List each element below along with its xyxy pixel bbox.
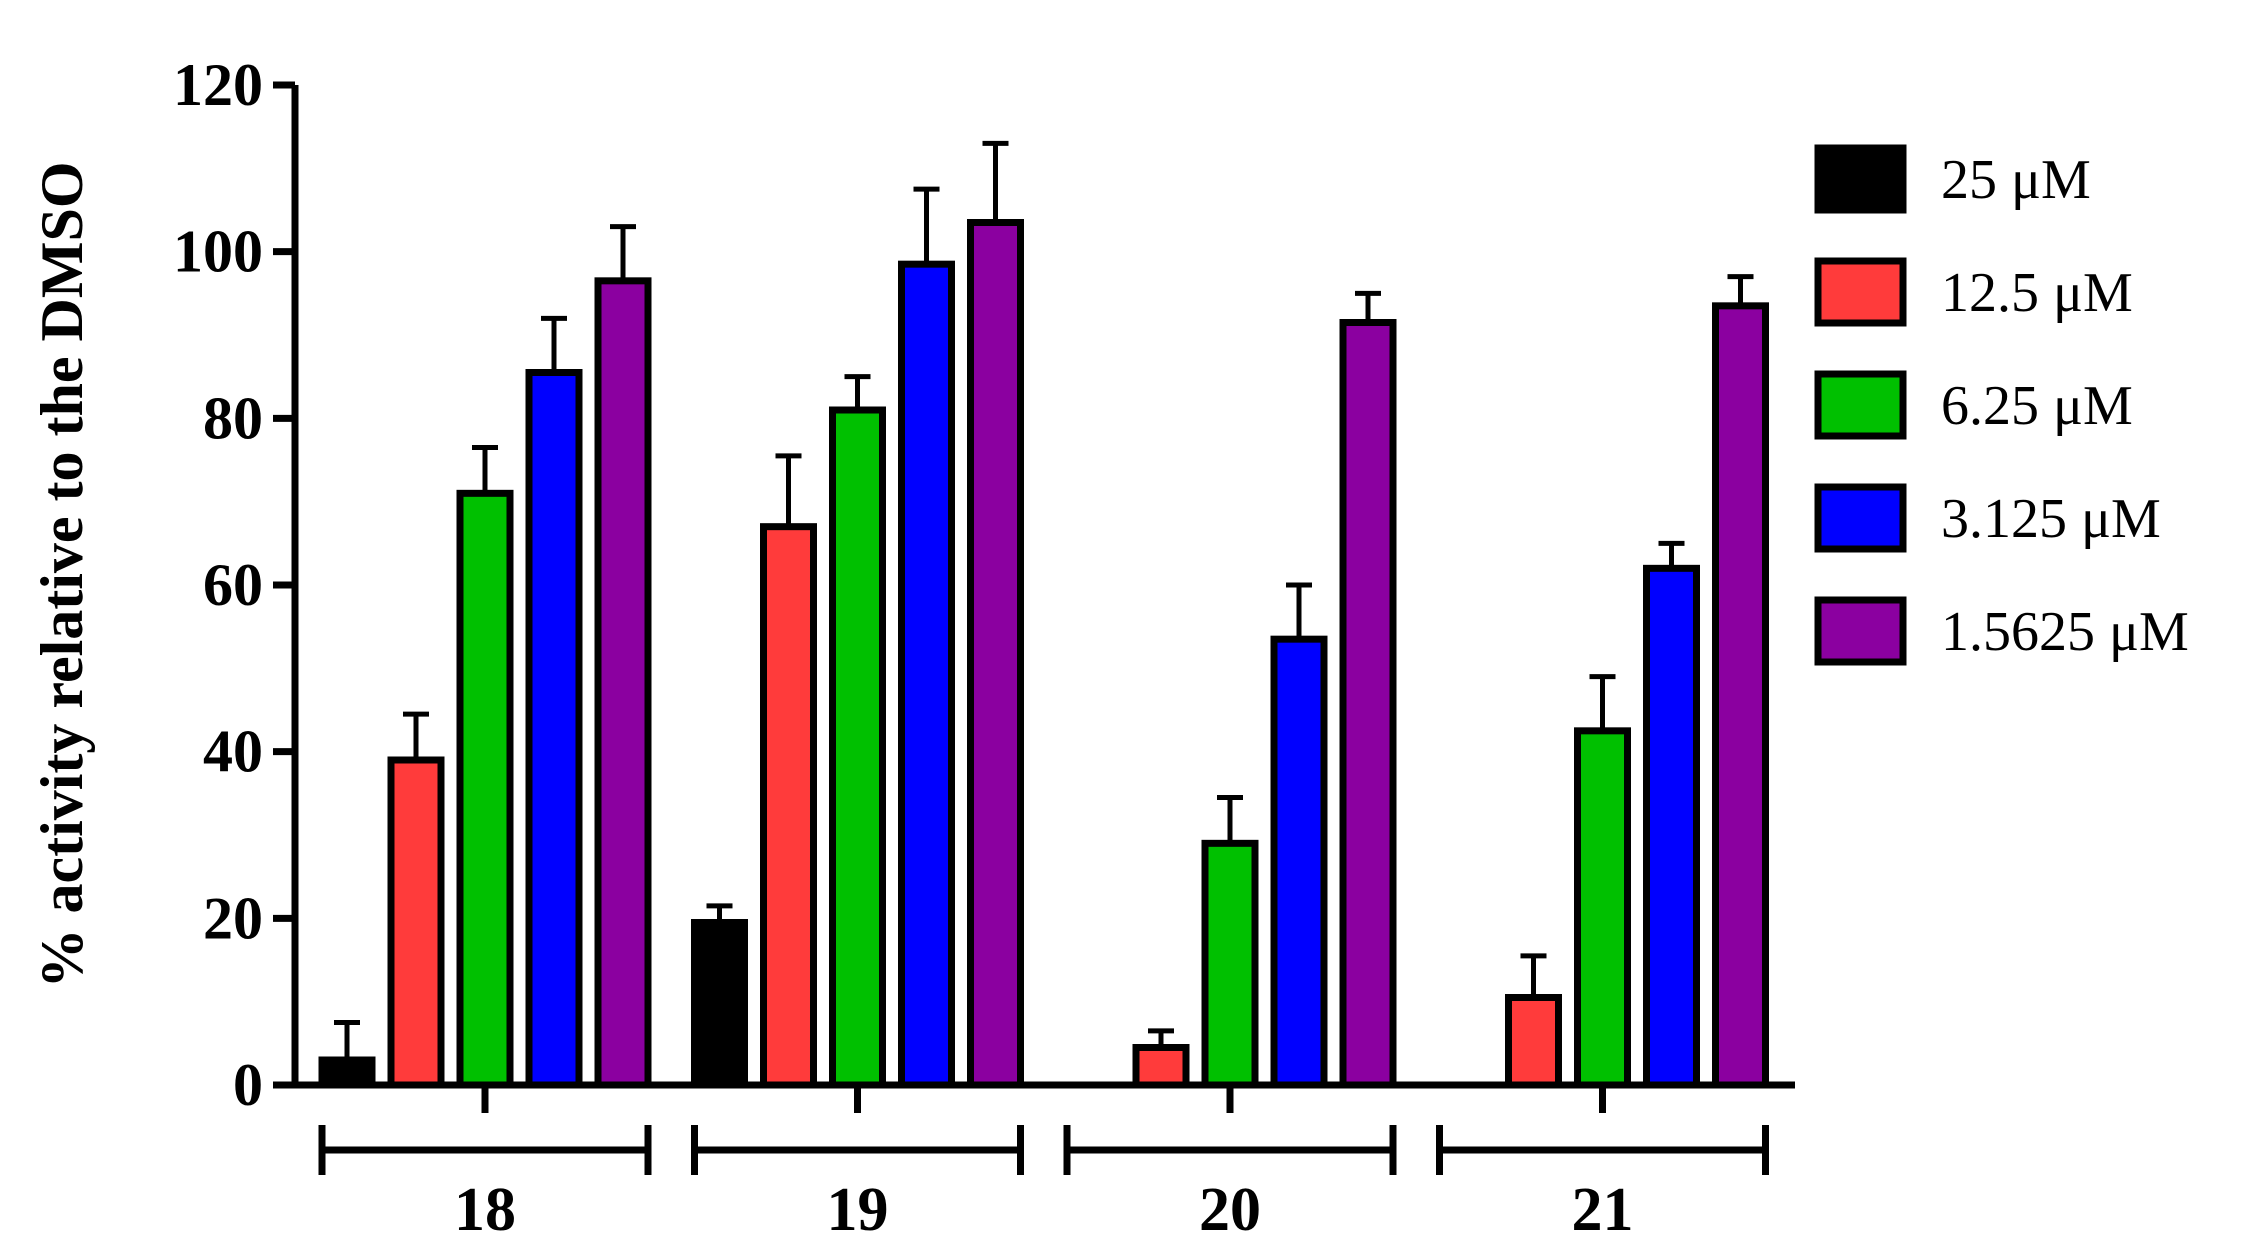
y-tick-label: 40	[203, 719, 263, 785]
bar	[1270, 635, 1328, 1089]
bar	[1132, 1044, 1190, 1089]
legend-swatch	[1814, 483, 1907, 553]
bar	[1201, 839, 1259, 1089]
bar	[898, 260, 955, 1089]
legend-label: 12.5 μM	[1941, 262, 2133, 324]
y-tick-label: 20	[203, 885, 263, 951]
bar	[967, 219, 1024, 1089]
axes: 0 20 40 60 80 100 120 18 19 20 21	[173, 52, 1795, 1244]
y-tick-label: 120	[173, 52, 263, 118]
x-category-label: 20	[1199, 1176, 1261, 1244]
legend-label: 3.125 μM	[1941, 488, 2161, 550]
y-axis-title: % activity relative to the DMSO	[29, 161, 95, 988]
bar	[829, 406, 886, 1089]
bar	[318, 1056, 376, 1089]
bar	[1339, 319, 1397, 1089]
bar	[1643, 564, 1700, 1089]
legend-swatch	[1814, 257, 1907, 327]
y-axis-title-group: % activity relative to the DMSO	[29, 161, 95, 988]
bar	[594, 277, 652, 1089]
x-category-label: 19	[827, 1176, 889, 1244]
y-tick-label: 60	[203, 552, 263, 618]
bars	[318, 140, 1769, 1089]
bar	[1505, 994, 1562, 1089]
legend-label: 25 μM	[1941, 149, 2091, 211]
bar	[387, 756, 445, 1089]
x-category-label: 21	[1572, 1176, 1634, 1244]
legend-swatch	[1814, 596, 1907, 666]
bar	[456, 489, 514, 1089]
x-category-label: 18	[454, 1176, 516, 1244]
legend: 25 μM 12.5 μM 6.25 μM 3.125 μM 1.5625 μM	[1814, 144, 2189, 666]
bar	[1574, 727, 1631, 1089]
y-tick-label: 80	[203, 385, 263, 451]
legend-swatch	[1814, 144, 1907, 214]
legend-swatch	[1814, 370, 1907, 440]
bar	[525, 369, 583, 1089]
y-tick-label: 0	[233, 1052, 263, 1118]
legend-label: 1.5625 μM	[1941, 601, 2189, 663]
y-tick-label: 100	[173, 219, 263, 285]
bar	[1712, 302, 1769, 1089]
legend-label: 6.25 μM	[1941, 375, 2133, 437]
bar	[691, 919, 748, 1089]
bar	[760, 523, 817, 1089]
